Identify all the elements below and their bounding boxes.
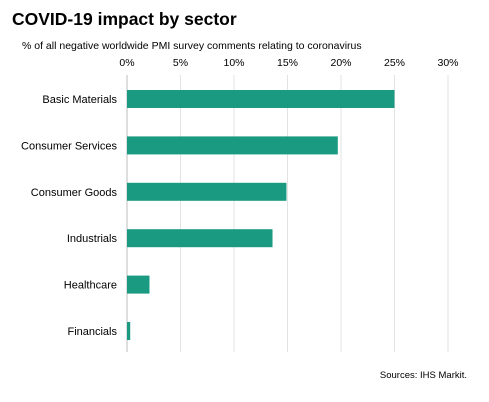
bar	[127, 322, 131, 340]
category-label: Consumer Services	[21, 140, 117, 152]
x-tick-label: 0%	[119, 57, 134, 69]
chart-title: COVID-19 impact by sector	[12, 9, 237, 29]
bar	[127, 90, 395, 108]
x-tick-label: 30%	[437, 57, 458, 69]
category-label: Financials	[67, 326, 117, 338]
bar	[127, 275, 150, 294]
bar	[127, 182, 287, 201]
category-label: Industrials	[67, 233, 118, 245]
category-label: Basic Materials	[42, 94, 117, 106]
category-label: Consumer Goods	[31, 187, 118, 199]
bar	[127, 136, 338, 155]
x-tick-label: 25%	[384, 57, 405, 69]
source-note: Sources: IHS Markit.	[379, 370, 467, 381]
x-tick-label: 5%	[173, 57, 188, 69]
category-label: Healthcare	[64, 280, 117, 292]
bar	[127, 229, 273, 248]
chart-subtitle: % of all negative worldwide PMI survey c…	[22, 40, 362, 52]
x-tick-label: 20%	[330, 57, 351, 69]
x-tick-label: 10%	[223, 57, 244, 69]
x-tick-label: 15%	[277, 57, 298, 69]
